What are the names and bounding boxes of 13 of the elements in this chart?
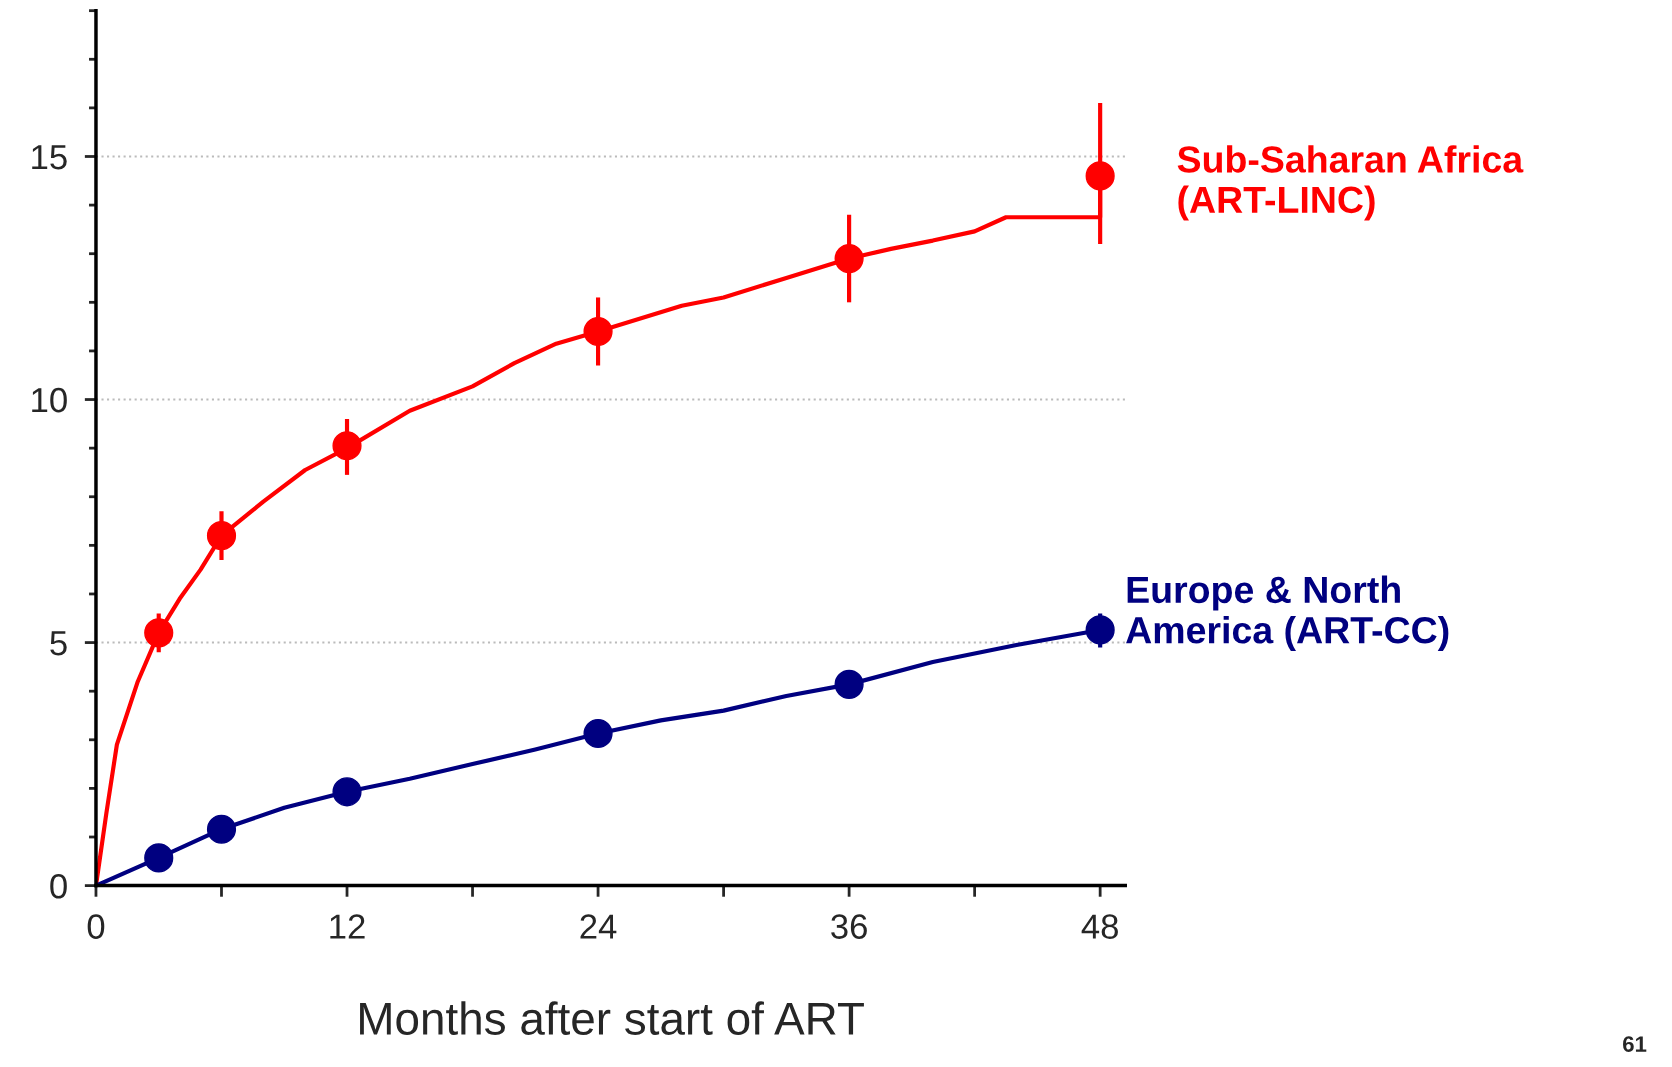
text: Sub-Saharan Africa (ART-LINC) — [1177, 145, 1524, 221]
x-axis-title: Months after start of ART — [360, 1001, 864, 1035]
y-tick-label: 5 — [50, 631, 67, 656]
x-tick-label: 24 — [580, 914, 617, 939]
x-tick-label: 12 — [330, 914, 365, 939]
y-tick-label: 15 — [32, 145, 67, 170]
x-tick-label: 36 — [831, 914, 867, 939]
series-label: Europe & North America (ART-CC) — [1126, 575, 1449, 651]
y-tick-label: 10 — [32, 387, 67, 413]
text: 61 — [1623, 1036, 1647, 1052]
y-tick-label: 0 — [50, 873, 67, 899]
x-tick-label: 0 — [87, 914, 105, 939]
x-tick-label: 48 — [1081, 914, 1118, 939]
